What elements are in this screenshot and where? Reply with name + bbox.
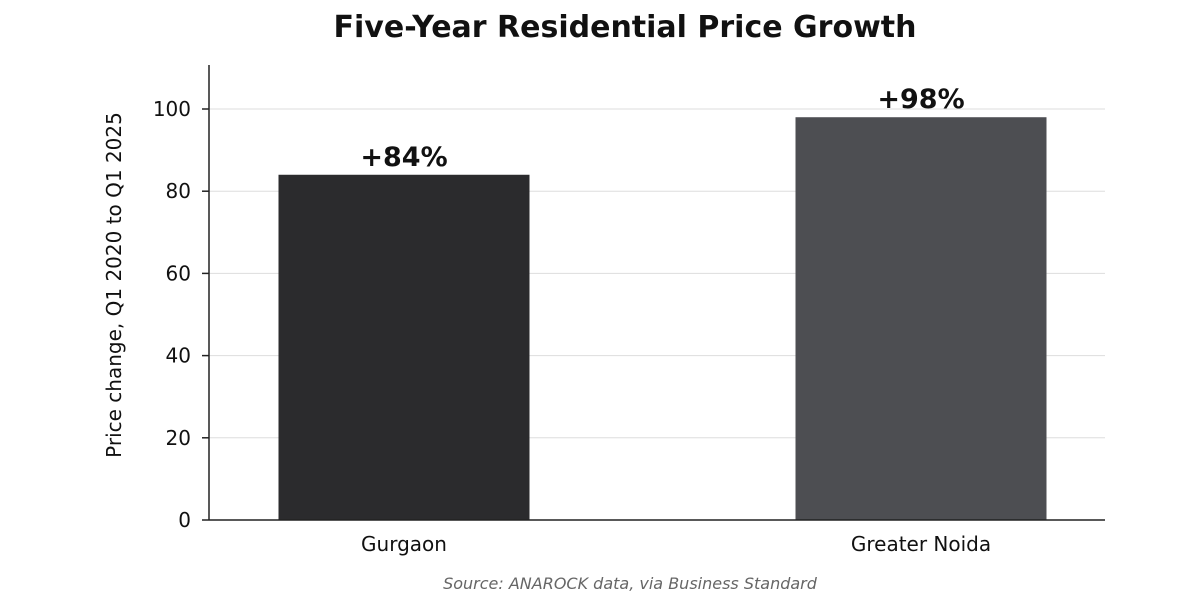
y-tick-label-40: 40 <box>166 344 191 368</box>
value-label-gurgaon: +84% <box>360 142 447 173</box>
category-label-gurgaon: Gurgaon <box>361 532 447 556</box>
bar-gurgaon <box>278 174 530 520</box>
y-axis-title: Price change, Q1 2020 to Q1 2025 <box>102 112 126 458</box>
y-tick-label-0: 0 <box>178 508 191 532</box>
axes <box>208 65 1105 521</box>
category-label-greater-noida: Greater Noida <box>851 532 991 556</box>
source-note: Source: ANAROCK data, via Business Stand… <box>443 574 818 593</box>
chart-title: Five-Year Residential Price Growth <box>334 10 917 45</box>
y-tick-labels: 0 20 40 60 80 100 <box>153 97 209 532</box>
bars <box>278 117 1047 520</box>
y-tick-label-100: 100 <box>153 97 191 121</box>
bar-greater-noida <box>795 117 1047 520</box>
y-tick-label-80: 80 <box>166 179 191 203</box>
value-label-greater-noida: +98% <box>877 84 964 115</box>
value-labels: +84% +98% <box>360 84 964 173</box>
y-tick-label-60: 60 <box>166 261 191 285</box>
category-labels: Gurgaon Greater Noida <box>361 532 991 556</box>
y-tick-label-20: 20 <box>166 426 191 450</box>
